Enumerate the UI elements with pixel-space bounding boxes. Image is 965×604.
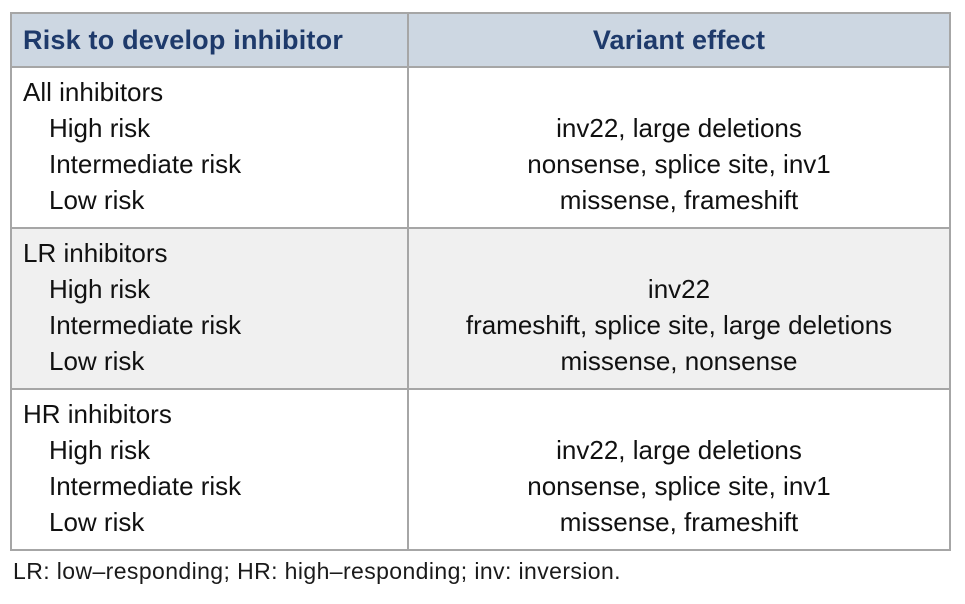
group-label: HR inhibitors [23,399,172,429]
risk-column-header: Risk to develop inhibitor [10,12,409,68]
spacer-line [410,235,948,271]
spacer-line [410,74,948,110]
variant-effect-item: inv22, large deletions [556,435,802,465]
table-row-all-inhibitors: All inhibitors High risk Intermediate ri… [10,66,951,229]
variant-effect-item: nonsense, splice site, inv1 [527,149,831,179]
variant-cell: inv22, large deletions nonsense, splice … [407,388,951,551]
risk-level-item: High risk [49,435,151,465]
risk-level-item: Low risk [49,507,145,537]
variant-effect-item: frameshift, splice site, large deletions [465,310,893,340]
header-row: Risk to develop inhibitor Variant effect [10,12,951,68]
risk-level-item: Intermediate risk [49,310,242,340]
variant-effect-item: missense, frameshift [559,185,799,215]
variant-effect-item: missense, nonsense [560,346,798,376]
group-label: LR inhibitors [23,238,168,268]
risk-level-item: Low risk [49,185,145,215]
risk-level-item: High risk [49,113,151,143]
variant-effect-item: nonsense, splice site, inv1 [527,471,831,501]
risk-level-item: Intermediate risk [49,471,242,501]
variant-effect-item: inv22 [647,274,711,304]
table-row-lr-inhibitors: LR inhibitors High risk Intermediate ris… [10,227,951,390]
variant-cell: inv22, large deletions nonsense, splice … [407,66,951,229]
risk-cell: All inhibitors High risk Intermediate ri… [10,66,409,229]
variant-cell: inv22 frameshift, splice site, large del… [407,227,951,390]
abbreviations-footnote: LR: low–responding; HR: high–responding;… [13,558,621,584]
inhibitor-risk-variant-table: Risk to develop inhibitor Variant effect… [10,12,951,551]
risk-level-item: Intermediate risk [49,149,242,179]
variant-effect-item: inv22, large deletions [556,113,802,143]
risk-level-item: High risk [49,274,151,304]
risk-cell: HR inhibitors High risk Intermediate ris… [10,388,409,551]
risk-cell: LR inhibitors High risk Intermediate ris… [10,227,409,390]
table-row-hr-inhibitors: HR inhibitors High risk Intermediate ris… [10,388,951,551]
risk-level-item: Low risk [49,346,145,376]
variant-column-header: Variant effect [407,12,951,68]
spacer-line [410,396,948,432]
variant-effect-item: missense, frameshift [559,507,799,537]
group-label: All inhibitors [23,77,164,107]
